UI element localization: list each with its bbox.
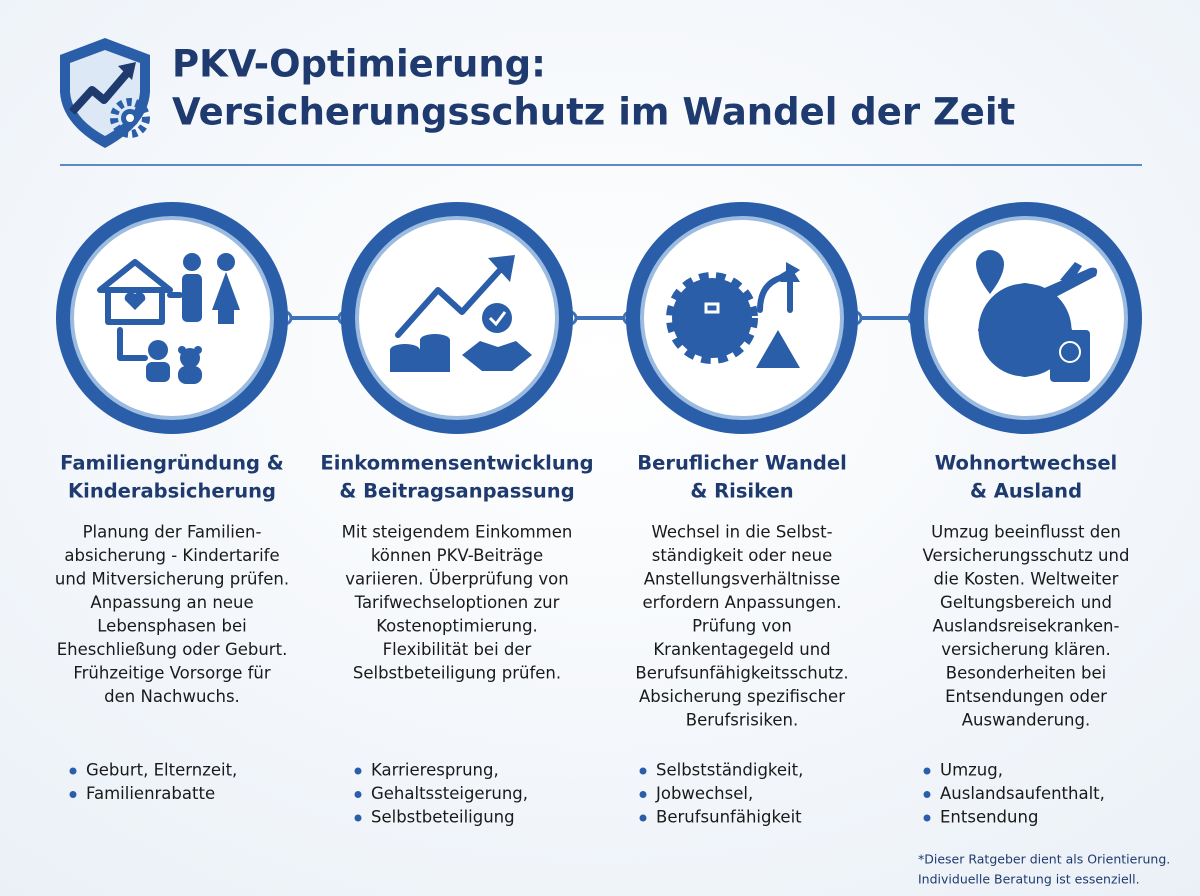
- step-inner: [70, 216, 274, 420]
- column-body: Lebensphasen bei: [97, 617, 246, 636]
- column-body: Versicherungsschutz und: [923, 546, 1130, 565]
- column-body: Prüfung von: [692, 617, 792, 636]
- column-body: Krankentagegeld und: [653, 640, 830, 659]
- bullet-dot: [639, 767, 647, 775]
- column-body: absicherung - Kindertarife: [64, 546, 279, 565]
- bullet-item: Auslandsaufenthalt,: [940, 784, 1105, 803]
- column-body: Eheschließung oder Geburt.: [57, 640, 288, 659]
- column-body: Selbstbeteiligung prüfen.: [353, 664, 561, 683]
- column-body: variieren. Überprüfung von: [345, 570, 568, 589]
- bullet-item: Geburt, Elternzeit,: [86, 761, 237, 780]
- column-body: Auswanderung.: [962, 711, 1090, 730]
- column-body: und Mitversicherung prüfen.: [55, 570, 289, 589]
- bullet-dot: [69, 767, 77, 775]
- bullet-item: Selbstbeteiligung: [371, 808, 515, 827]
- bullet-dot: [923, 767, 931, 775]
- step-inner: [355, 216, 559, 420]
- bullet-item: Familienrabatte: [86, 784, 215, 803]
- column-body: die Kosten. Weltweiter: [934, 570, 1119, 589]
- title: Versicherungsschutz im Wandel der Zeit: [172, 91, 1015, 134]
- column-body: Planung der Familien-: [83, 523, 262, 542]
- icon-career: [666, 262, 800, 368]
- column-body: Besonderheiten bei: [946, 664, 1106, 683]
- column-body: Wechsel in die Selbst-: [651, 523, 832, 542]
- column-heading: Familiengründung &: [60, 452, 284, 475]
- bullet-dot: [923, 814, 931, 822]
- footnote: *Dieser Ratgeber dient als Orientierung.: [918, 852, 1170, 867]
- bullet-item: Berufsunfähigkeit: [656, 808, 802, 827]
- logo: [60, 38, 150, 148]
- column-body: erfordern Anpassungen.: [643, 593, 842, 612]
- bullet-item: Selbstständigkeit,: [656, 761, 803, 780]
- bullet-dot: [639, 791, 647, 798]
- column-heading: & Risiken: [690, 480, 793, 503]
- column-body: Kostenoptimierung.: [376, 617, 538, 636]
- column-body: Absicherung spezifischer: [639, 687, 845, 706]
- column-heading: Beruflicher Wandel: [637, 452, 847, 475]
- bullet-item: Gehaltssteigerung,: [371, 784, 528, 803]
- bullet-item: Umzug,: [940, 761, 1003, 780]
- column-body: Anstellungsverhältnisse: [644, 570, 841, 589]
- column-body: Flexibilität bei der: [383, 640, 532, 659]
- column-body: ständigkeit oder neue: [652, 546, 833, 565]
- icon-family: [97, 253, 240, 384]
- column-body: Auslandsreisekranken-: [933, 617, 1120, 636]
- icon-relocation: [976, 250, 1098, 382]
- column-body: Umzug beeinflusst den: [931, 523, 1121, 542]
- column-heading: Einkommensentwicklung: [320, 452, 593, 475]
- column-body: Berufsrisiken.: [686, 711, 799, 730]
- column-heading: Kinderabsicherung: [68, 480, 276, 503]
- bullet-item: Karrieresprung,: [371, 761, 499, 780]
- column-body: können PKV-Beiträge: [371, 546, 543, 565]
- column-body: versicherung klären.: [941, 640, 1111, 659]
- column-body: Geltungsbereich und: [940, 593, 1112, 612]
- bullet-dot: [639, 814, 647, 822]
- icon-income: [390, 255, 532, 372]
- bullet-dot: [923, 791, 931, 798]
- column-body: den Nachwuchs.: [104, 687, 240, 706]
- title: PKV-Optimierung:: [172, 43, 546, 86]
- column-body: Anpassung an neue: [90, 593, 253, 612]
- column-body: Tarifwechseloptionen zur: [354, 593, 560, 612]
- column-body: Berufsunfähigkeitsschutz.: [635, 664, 848, 683]
- bullet-dot: [69, 791, 77, 798]
- footnote: Individuelle Beratung ist essenziell.: [918, 872, 1140, 887]
- column-body: Mit steigendem Einkommen: [342, 523, 573, 542]
- bullet-dot: [354, 791, 362, 798]
- bullet-item: Entsendung: [940, 808, 1038, 827]
- column-body: Frühzeitige Vorsorge für: [73, 664, 271, 683]
- bullet-item: Jobwechsel,: [655, 784, 753, 803]
- bullet-dot: [354, 767, 362, 775]
- column-heading: Wohnortwechsel: [935, 452, 1118, 475]
- column-heading: & Beitragsanpassung: [339, 480, 574, 503]
- column-heading: & Ausland: [970, 480, 1082, 503]
- column-body: Entsendungen oder: [945, 687, 1107, 706]
- bullet-dot: [354, 814, 362, 822]
